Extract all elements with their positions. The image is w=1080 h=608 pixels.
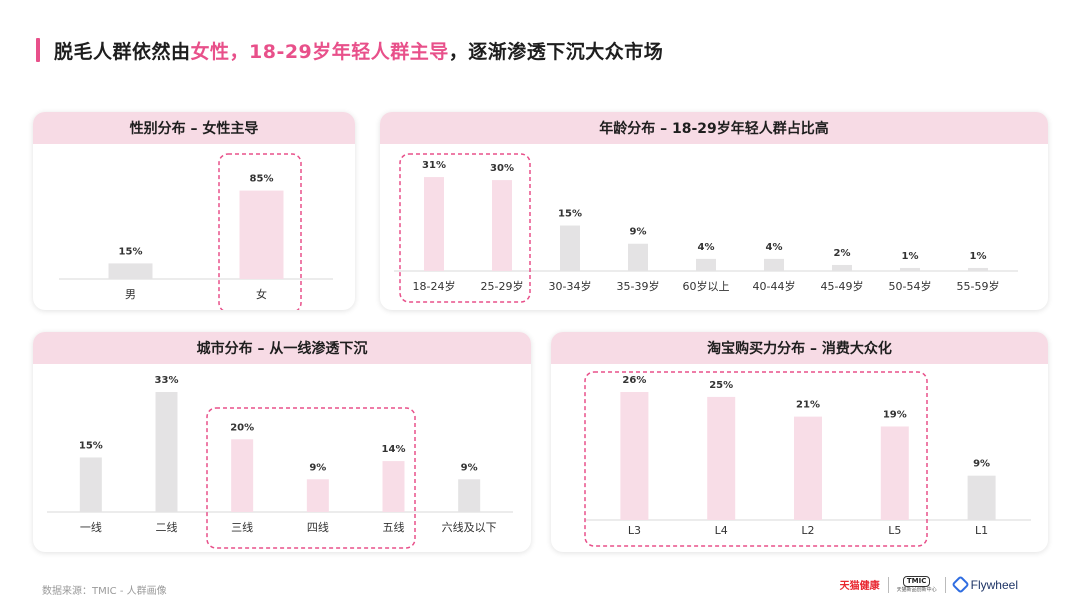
gender-bar [108, 263, 153, 279]
age-bar [968, 267, 988, 271]
city-category-label: 四线 [307, 520, 329, 534]
headline-text: 脱毛人群依然由女性，18-29岁年轻人群主导，逐渐渗透下沉大众市场 [54, 37, 663, 64]
data-source: 数据来源：TMIC - 人群画像 [42, 586, 167, 597]
spending-value-label: 25% [709, 380, 733, 391]
age-bar [900, 267, 920, 271]
spending-category-label: L3 [628, 524, 641, 537]
spending-value-label: 26% [622, 375, 646, 386]
age-category-label: 35-39岁 [617, 279, 660, 293]
city-category-label: 二线 [156, 520, 178, 534]
age-chart: 31% 18-24岁 30% 25-29岁 15% 30-34岁 9% 35-39岁 4% 60岁… [394, 153, 1018, 303]
city-bar [382, 461, 405, 512]
tmic-logo-sub: 天猫新品创新中心 [896, 587, 937, 593]
gender-category-label: 男 [125, 288, 136, 301]
spending-bar [967, 475, 996, 520]
logo-divider [887, 576, 889, 593]
age-value-label: 4% [766, 242, 783, 253]
city-bar [79, 457, 102, 512]
age-value-label: 2% [834, 248, 851, 259]
city-value-label: 9% [309, 462, 326, 473]
city-panel-title: 城市分布 – 从一线渗透下沉 [33, 332, 531, 364]
age-value-label: 1% [902, 251, 919, 262]
tmall-health-logo: 天猫健康 [839, 581, 880, 592]
age-bar [696, 258, 716, 271]
spending-highlight-box [584, 371, 928, 547]
spending-bar [707, 396, 736, 520]
spending-bar [880, 426, 909, 520]
gender-bar [239, 190, 284, 279]
flywheel-icon [950, 575, 970, 594]
age-value-label: 31% [422, 160, 446, 171]
age-category-label: 30-34岁 [549, 279, 592, 293]
flywheel-logo: Flywheel [950, 575, 1018, 594]
age-category-label: 18-24岁 [413, 279, 456, 293]
spending-category-label: L5 [888, 524, 901, 537]
city-highlight-box [206, 407, 416, 549]
headline-highlight: 女性，18-29岁年轻人群主导 [190, 40, 449, 63]
spending-value-label: 9% [973, 459, 990, 470]
city-bar [155, 392, 178, 512]
flywheel-logo-text: Flywheel [970, 577, 1018, 592]
gender-category-label: 女 [256, 287, 267, 301]
city-bar [306, 479, 329, 512]
city-category-label: 六线及以下 [442, 520, 497, 534]
age-bar [832, 264, 852, 271]
age-value-label: 9% [630, 227, 647, 238]
city-category-label: 一线 [80, 520, 102, 534]
city-category-label: 五线 [383, 520, 405, 534]
spending-panel-title: 淘宝购买力分布 – 消费大众化 [551, 332, 1048, 364]
age-category-label: 55-59岁 [957, 279, 1000, 293]
age-value-label: 30% [490, 163, 514, 174]
city-chart: 15% 一线 33% 二线 20% 三线 9% 四线 14% 五线 9% 六线及以下 [47, 375, 513, 549]
age-value-label: 1% [970, 251, 987, 262]
spending-category-label: L2 [801, 524, 814, 537]
city-value-label: 14% [382, 444, 406, 455]
spending-category-label: L1 [975, 524, 988, 537]
age-bar [764, 258, 784, 271]
city-value-label: 9% [461, 462, 478, 473]
spending-panel: 淘宝购买力分布 – 消费大众化 26% L3 25% L4 21% L2 19% L5 9% L1 [551, 332, 1048, 552]
city-bar [231, 439, 254, 512]
spending-chart: 26% L3 25% L4 21% L2 19% L5 9% L1 [584, 371, 1031, 547]
gender-chart: 15% 男 85% 女 [59, 153, 333, 310]
age-panel: 年龄分布 – 18-29岁年轻人群占比高 31% 18-24岁 30% 25-29岁 1… [380, 112, 1048, 310]
gender-panel: 性别分布 – 女性主导 15% 男 85% 女 [33, 112, 355, 310]
city-category-label: 三线 [231, 520, 253, 534]
city-value-label: 20% [230, 422, 254, 433]
city-value-label: 33% [155, 375, 179, 386]
age-highlight-box [399, 153, 531, 303]
spending-bar [620, 392, 649, 520]
age-panel-title: 年龄分布 – 18-29岁年轻人群占比高 [380, 112, 1048, 144]
tmic-logo: TMIC 天猫新品创新中心 [897, 576, 937, 593]
age-value-label: 15% [558, 209, 582, 220]
spending-category-label: L4 [715, 524, 728, 537]
headline-part3: ，逐渐渗透下沉大众市场 [448, 40, 664, 63]
age-category-label: 40-44岁 [753, 279, 796, 293]
spending-value-label: 21% [796, 400, 820, 411]
age-category-label: 50-54岁 [889, 279, 932, 293]
logo-strip: 天猫健康 TMIC 天猫新品创新中心 Flywheel [839, 575, 1018, 594]
age-category-label: 25-29岁 [481, 279, 524, 293]
age-category-label: 60岁以上 [683, 279, 730, 293]
gender-panel-title: 性别分布 – 女性主导 [33, 112, 355, 144]
age-bar [424, 177, 444, 271]
spending-bar [794, 416, 822, 520]
tmic-logo-mark: TMIC [902, 576, 931, 587]
age-bar [492, 180, 512, 271]
headline: 脱毛人群依然由女性，18-29岁年轻人群主导，逐渐渗透下沉大众市场 [36, 36, 663, 64]
age-bar [560, 225, 580, 271]
gender-highlight-box [218, 153, 302, 310]
spending-value-label: 19% [883, 409, 907, 420]
logo-divider [944, 576, 946, 593]
city-value-label: 15% [79, 440, 103, 451]
headline-accent-bar [36, 38, 40, 62]
age-value-label: 4% [698, 242, 715, 253]
city-panel: 城市分布 – 从一线渗透下沉 15% 一线 33% 二线 20% 三线 9% 四线 14% 五线 9… [33, 332, 531, 552]
gender-value-label: 15% [119, 246, 143, 257]
gender-value-label: 85% [250, 174, 274, 185]
age-category-label: 45-49岁 [821, 279, 864, 293]
age-bar [628, 243, 648, 271]
city-bar [458, 479, 481, 512]
headline-part1: 脱毛人群依然由 [54, 40, 191, 63]
